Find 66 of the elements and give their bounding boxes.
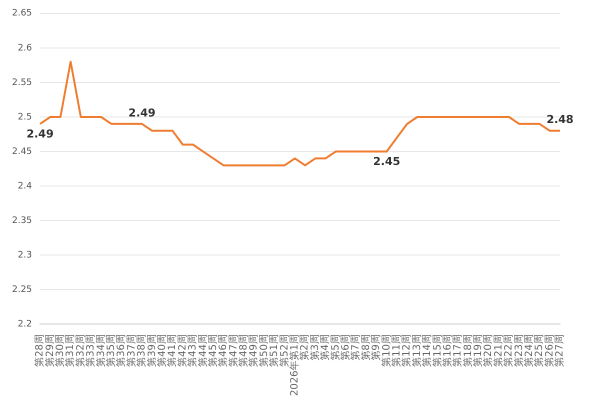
x-tick-label: 第18周 — [462, 334, 474, 367]
x-tick-label: 第11周 — [390, 334, 402, 367]
x-tick-label: 第4周 — [319, 334, 332, 361]
x-tick-label: 第32周 — [74, 334, 86, 367]
x-tick-label: 第23周 — [512, 334, 525, 367]
y-tick-label: 2.2 — [18, 320, 32, 330]
x-tick-label: 第3周 — [308, 334, 321, 361]
x-tick-label: 第13周 — [410, 334, 423, 367]
x-tick-label: 第27周 — [554, 334, 566, 367]
x-tick-label: 第47周 — [227, 334, 240, 367]
x-tick-label: 第52周 — [278, 334, 290, 367]
x-tick-label: 第50周 — [258, 334, 270, 367]
x-tick-label: 第48周 — [238, 334, 250, 367]
data-label: 2.49 — [128, 106, 156, 120]
data-label: 2.45 — [373, 154, 400, 168]
x-tick-label: 第2周 — [298, 334, 311, 361]
x-tick-label: 第43周 — [186, 334, 199, 367]
y-tick-label: 2.6 — [18, 43, 32, 54]
y-tick-label: 2.65 — [12, 8, 32, 19]
x-tick-label: 第45周 — [206, 334, 219, 367]
y-tick-label: 2.55 — [12, 78, 32, 88]
data-label: 2.49 — [26, 127, 54, 140]
y-tick-label: 2.25 — [12, 285, 32, 295]
y-tick-label: 2.3 — [18, 250, 32, 260]
y-tick-label: 2.35 — [12, 216, 32, 226]
x-tick-label: 第25周 — [533, 334, 546, 367]
x-tick-label: 第7周 — [350, 334, 362, 361]
x-tick-label: 第41周 — [166, 334, 178, 367]
x-tick-label: 第12周 — [400, 334, 413, 367]
x-tick-label: 第35周 — [105, 334, 117, 367]
x-tick-label: 第21周 — [492, 334, 504, 367]
x-tick-label: 第9周 — [370, 334, 382, 361]
x-tick-label: 第40周 — [156, 334, 168, 367]
x-tick-label: 第26周 — [543, 334, 556, 367]
x-tick-label: 第44周 — [196, 334, 209, 367]
x-tick-label: 第39周 — [146, 334, 158, 367]
x-tick-label: 第29周 — [44, 334, 56, 367]
x-tick-label: 第16周 — [441, 334, 454, 367]
x-tick-label: 第10周 — [380, 334, 392, 367]
y-tick-label: 2.5 — [18, 112, 32, 122]
x-tick-label: 第33周 — [84, 334, 97, 367]
x-tick-label: 第31周 — [64, 334, 76, 367]
x-tick-label: 第28周 — [34, 334, 46, 367]
data-label: 2.48 — [546, 113, 574, 126]
x-tick-label: 第20周 — [482, 334, 494, 367]
x-tick-label: 第30周 — [54, 334, 66, 367]
x-tick-label: 第46周 — [217, 334, 230, 367]
y-tick-label: 2.4 — [18, 181, 32, 192]
y-tick-label: 2.45 — [12, 146, 32, 157]
x-tick-label: 第19周 — [472, 334, 484, 367]
x-tick-label: 第22周 — [502, 334, 515, 367]
x-tick-label: 第51周 — [268, 334, 280, 367]
x-tick-label: 第49周 — [248, 334, 260, 367]
x-tick-label: 第37周 — [125, 334, 138, 367]
x-tick-label: 第42周 — [176, 334, 188, 367]
x-tick-label: 第36周 — [115, 334, 128, 367]
x-tick-label: 第24周 — [523, 334, 536, 367]
x-tick-label: 第34周 — [94, 334, 107, 367]
x-tick-label: 第38周 — [136, 334, 148, 367]
x-tick-label: 第15周 — [431, 334, 444, 367]
x-tick-label: 第6周 — [339, 334, 352, 361]
x-tick-label: 2026年第1周 — [288, 334, 301, 396]
x-tick-label: 第8周 — [360, 334, 372, 361]
x-tick-label: 第17周 — [452, 334, 464, 367]
x-tick-label: 第14周 — [421, 334, 434, 367]
x-tick-label: 第5周 — [329, 334, 342, 361]
